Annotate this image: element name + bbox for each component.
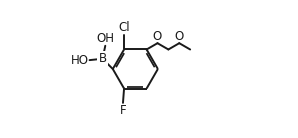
Text: F: F [120,104,126,117]
Text: Cl: Cl [118,21,130,34]
Text: B: B [99,52,107,65]
Text: HO: HO [71,54,89,67]
Text: OH: OH [96,32,114,45]
Text: O: O [153,30,162,43]
Text: O: O [175,30,184,43]
